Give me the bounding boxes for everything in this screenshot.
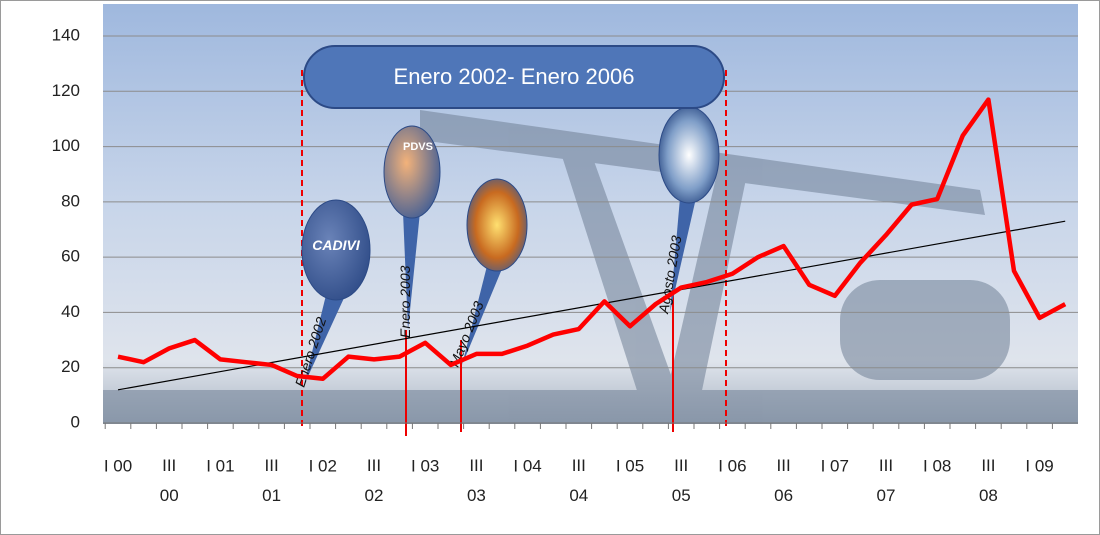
x-tick-label: III 02 — [365, 456, 384, 505]
x-tick-label: III 08 — [979, 456, 998, 505]
y-tick-label: 80 — [61, 191, 80, 210]
logo-text: PDVS — [403, 141, 433, 153]
y-tick-label: 0 — [71, 412, 80, 431]
x-tick-label: III 07 — [877, 456, 896, 505]
x-tick-label: III 01 — [262, 456, 281, 505]
y-tick-label: 20 — [61, 357, 80, 376]
pump-jack — [103, 110, 1078, 424]
x-tick-label: I 05 — [616, 456, 644, 475]
y-tick-label: 100 — [52, 136, 80, 155]
y-tick-label: 120 — [52, 81, 80, 100]
x-tick-label: III 03 — [467, 456, 486, 505]
event-label: Enero 2003 — [397, 265, 413, 338]
x-tick-label: I 06 — [718, 456, 746, 475]
period-label: Enero 2002- Enero 2006 — [394, 64, 635, 89]
balloon — [658, 106, 720, 204]
y-tick-label: 140 — [52, 25, 80, 44]
x-tick-label: III 04 — [569, 456, 588, 505]
x-tick-label: I 08 — [923, 456, 951, 475]
data-line — [117, 97, 1067, 382]
y-tick-label: 60 — [61, 247, 80, 266]
trend-line — [117, 220, 1066, 391]
balloon-stem — [304, 295, 344, 385]
balloon — [301, 199, 371, 301]
x-tick-label: I 01 — [206, 456, 234, 475]
x-tick-label: I 03 — [411, 456, 439, 475]
x-tick-label: III 00 — [160, 456, 179, 505]
x-tick-label: I 07 — [821, 456, 849, 475]
plot: 0 20 40 60 80 100 120 140 I 00 III 00 I 01 III 01 I 02… — [52, 25, 1078, 505]
x-tick-label: III 06 — [774, 456, 793, 505]
y-tick-label: 40 — [61, 302, 80, 321]
x-tick-label: I 00 — [104, 456, 132, 475]
balloon-stem — [670, 198, 696, 312]
balloon — [383, 125, 441, 219]
balloon-stem — [403, 212, 420, 330]
period-banner — [303, 45, 725, 109]
x-tick-label: I 09 — [1025, 456, 1053, 475]
logo-text: CADIVI — [312, 237, 361, 253]
balloon — [466, 178, 528, 272]
x-tick-label: I 04 — [513, 456, 541, 475]
x-tick-label: I 02 — [309, 456, 337, 475]
x-tick-label: III 05 — [672, 456, 691, 505]
balloon-stem — [462, 262, 504, 365]
